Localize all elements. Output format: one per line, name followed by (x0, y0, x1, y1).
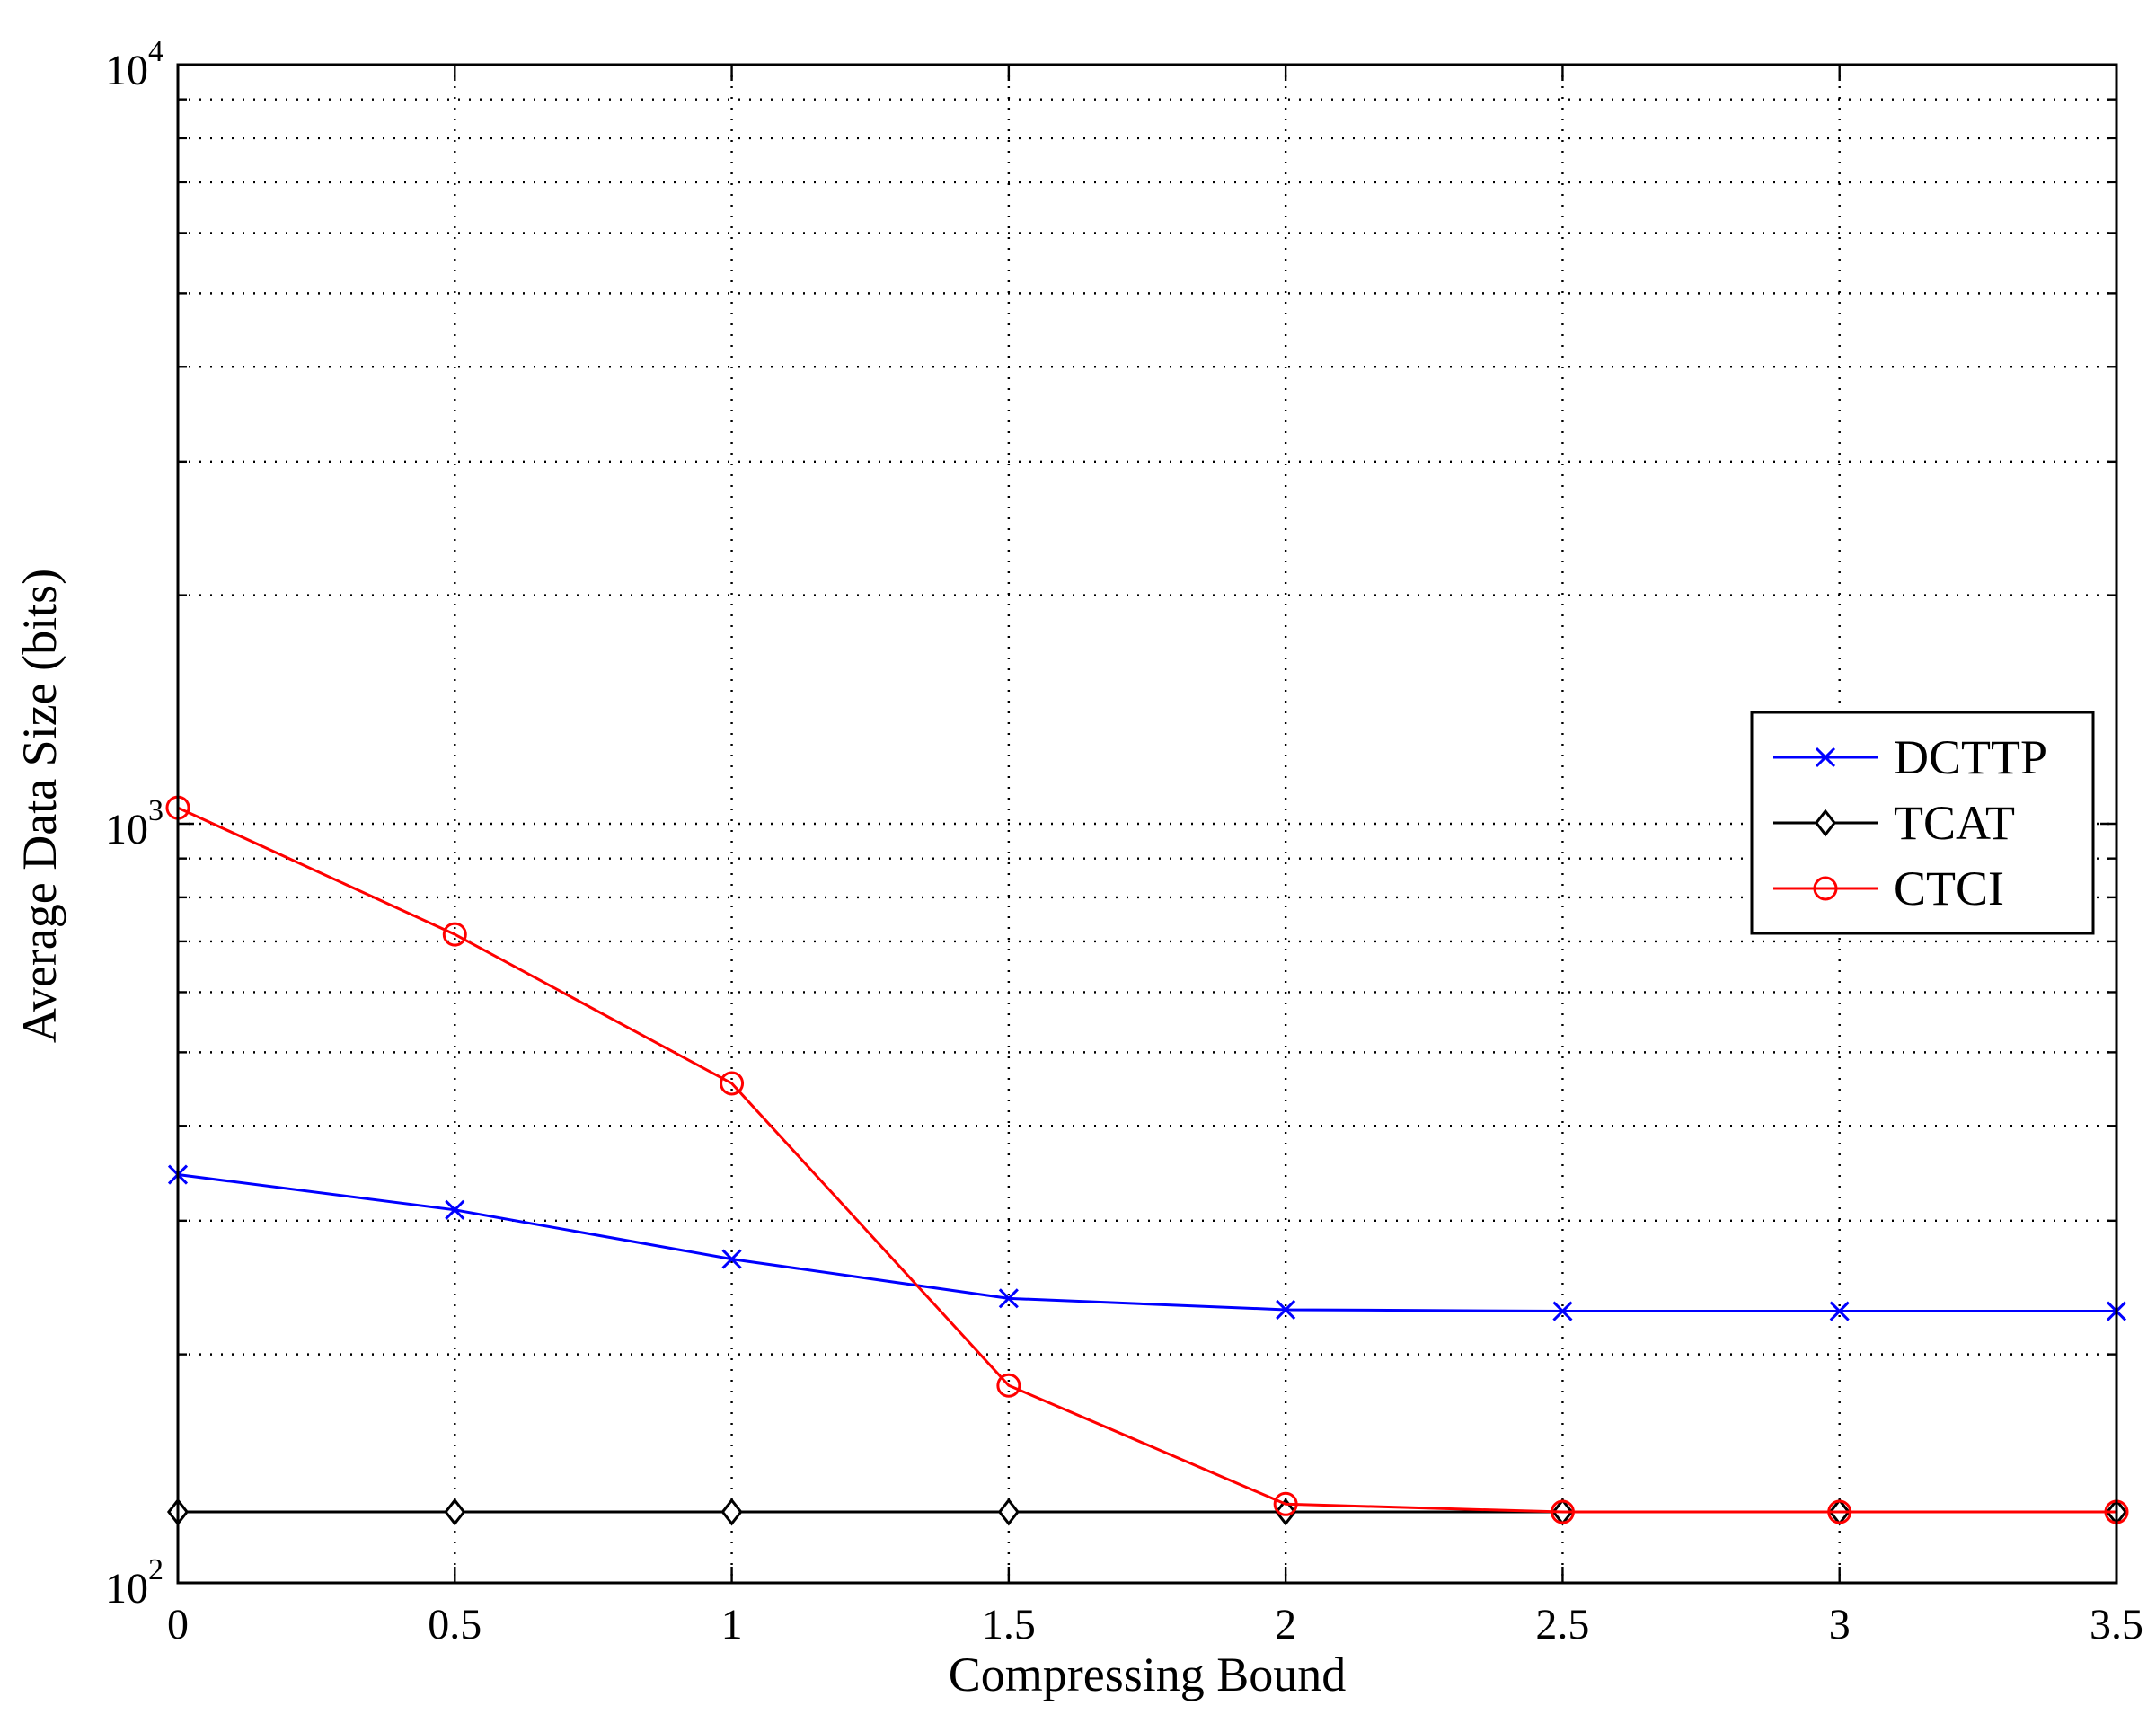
legend-label: TCAT (1894, 796, 2015, 850)
series-line-ctci (177, 806, 2116, 1514)
legend-label: DCTTP (1894, 730, 2047, 784)
x-tick-label: 1.5 (982, 1601, 1036, 1648)
legend-item-ctci: CTCI (1773, 862, 2004, 915)
x-tick-label: 3.5 (2090, 1601, 2143, 1648)
y-tick-label: 104 (105, 35, 163, 94)
legend-marker (1813, 876, 1838, 901)
data-point-dcttp (721, 1249, 742, 1269)
y-axis-title: Average Data Size (bits) (13, 569, 66, 1043)
data-point-ctci (1273, 1491, 1298, 1516)
marker-stroke (1815, 747, 1836, 768)
marker-stroke (445, 1199, 465, 1220)
marker-stroke (721, 1249, 742, 1269)
x-tick-label: 0.5 (428, 1601, 482, 1648)
legend-marker (1814, 809, 1837, 837)
data-point-tcat (1275, 1498, 1297, 1526)
marker-stroke (1829, 1301, 1850, 1321)
legend-label: CTCI (1894, 862, 2004, 915)
series-line-dcttp (177, 1173, 2116, 1313)
y-tick-label: 102 (105, 1553, 163, 1613)
legend-marker (1815, 747, 1836, 768)
x-tick-labels: 0 0.5 1 1.5 2 2.5 3 3.5 (167, 1601, 2143, 1648)
data-point-dcttp (445, 1199, 465, 1220)
x-axis-title: Compressing Bound (949, 1648, 1347, 1701)
x-tick-label: 2 (1275, 1601, 1296, 1648)
x-tick-label: 2.5 (1535, 1601, 1589, 1648)
legend: DCTTP TCAT CTCI (1750, 711, 2095, 935)
legend-item-tcat: TCAT (1773, 796, 2015, 850)
marker-stroke (1276, 1299, 1296, 1320)
x-tick-label: 0 (167, 1601, 189, 1648)
data-point-tcat (720, 1498, 743, 1526)
data-point-tcat (444, 1498, 466, 1526)
axis-ticks (176, 65, 2118, 1585)
data-point-ctci (1550, 1499, 1575, 1524)
marker-stroke (1552, 1301, 1573, 1321)
marker-stroke (998, 1288, 1019, 1309)
y-tick-labels: 102 103 104 (105, 35, 163, 1613)
data-point-ctci (442, 922, 467, 947)
data-point-ctci (1827, 1499, 1852, 1524)
data-point-ctci (996, 1373, 1021, 1398)
data-point-dcttp (1276, 1299, 1296, 1320)
series-dcttp (167, 1164, 2127, 1321)
data-point-dcttp (1829, 1301, 1850, 1321)
y-tick-label: 103 (105, 794, 163, 853)
data-point-tcat (997, 1498, 1020, 1526)
data-point-ctci (720, 1071, 745, 1096)
x-tick-label: 3 (1829, 1601, 1851, 1648)
data-point-dcttp (1552, 1301, 1573, 1321)
x-tick-label: 1 (721, 1601, 743, 1648)
legend-item-dcttp: DCTTP (1773, 730, 2047, 784)
data-point-dcttp (998, 1288, 1019, 1309)
